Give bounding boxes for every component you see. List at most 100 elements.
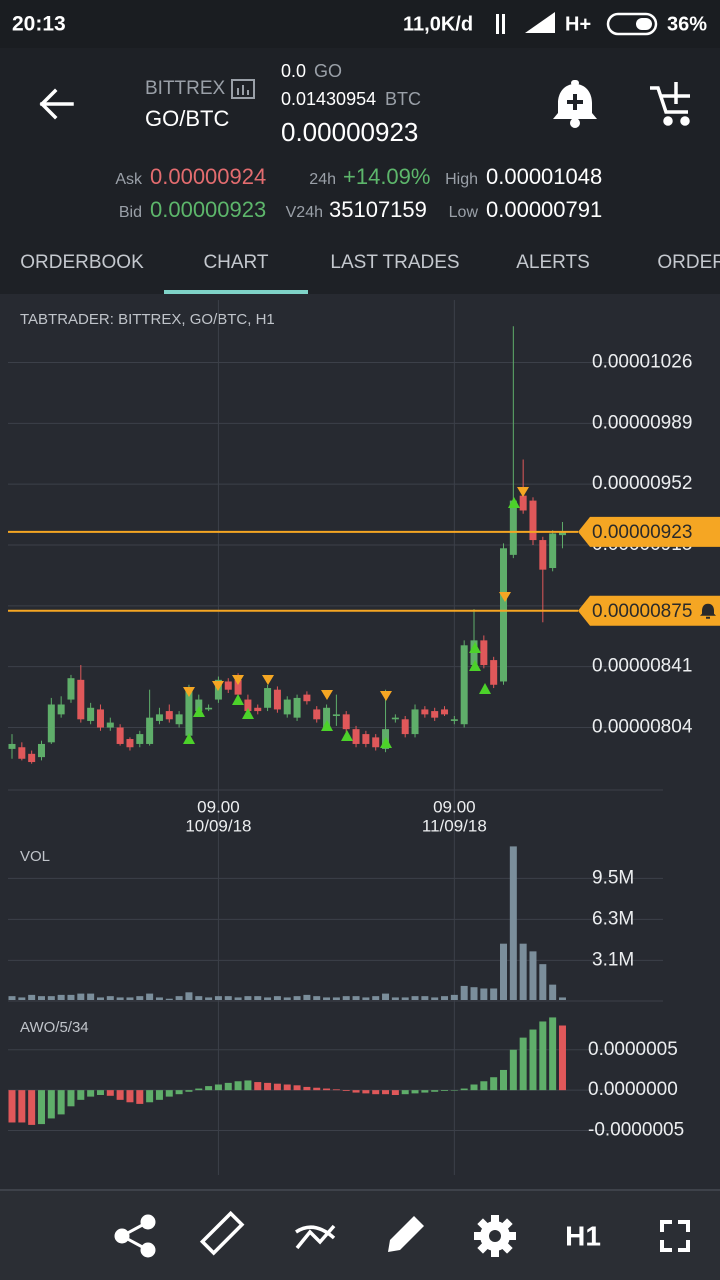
timeframe-button[interactable]: H1: [565, 1220, 601, 1251]
candle-body: [224, 681, 232, 690]
volume-bar: [323, 997, 331, 1000]
holding-amount: 0.0: [281, 61, 306, 81]
tab[interactable]: ORDERBOOK: [20, 252, 144, 273]
data-speed: 11,0K/d: [403, 13, 473, 35]
volume-bar: [185, 992, 193, 1000]
y-tick-label: 0.00001026: [592, 351, 692, 372]
volume-bar: [372, 996, 380, 1000]
settings-button[interactable]: [474, 1215, 516, 1257]
volume-bar: [18, 997, 26, 1000]
candle-body: [116, 727, 124, 744]
volume-bar: [352, 996, 360, 1000]
status-bar: [0, 0, 720, 48]
oscillator-bar: [214, 1084, 222, 1091]
candle-body: [431, 711, 439, 718]
volume-bar: [57, 994, 65, 1000]
ruler-button[interactable]: [199, 1210, 245, 1256]
candle-body: [293, 697, 301, 718]
ask-label: Ask: [115, 171, 143, 188]
volume-bar: [146, 993, 154, 1000]
volume-bar: [224, 996, 232, 1000]
candle-body: [87, 707, 95, 721]
oscillator-bar: [87, 1090, 95, 1097]
y-tick-label: 0.00000804: [592, 717, 693, 738]
oscillator-bar: [57, 1090, 65, 1115]
draw-button[interactable]: [388, 1216, 424, 1252]
back-button[interactable]: [39, 88, 74, 120]
candle-body: [126, 739, 134, 748]
candle-body: [421, 709, 429, 715]
ask-price: 0.00000924: [150, 164, 266, 189]
candle-body: [106, 722, 114, 728]
oscillator-bar: [224, 1082, 232, 1091]
oscillator-bar: [431, 1090, 439, 1092]
y-tick-label: 0.00000841: [592, 656, 692, 677]
candle-body: [490, 660, 498, 685]
oscillator-bar: [175, 1090, 183, 1095]
candle-body: [264, 688, 272, 708]
btc-value: 0.01430954: [281, 89, 376, 109]
volume-bar: [116, 997, 124, 1000]
y-tick-label: 0.00000989: [592, 412, 692, 433]
high-price: 0.00001048: [486, 164, 602, 189]
candle-body: [323, 707, 331, 728]
oscillator-bar: [490, 1077, 498, 1091]
volume-bar: [67, 994, 75, 1000]
x-tick-date: 11/09/18: [422, 816, 487, 835]
candle-body: [185, 689, 193, 736]
price-tag: [578, 516, 720, 547]
volume-bar: [539, 964, 547, 1000]
oscillator-bar: [185, 1090, 193, 1092]
volume-bar: [126, 997, 134, 1000]
candle-body: [372, 737, 380, 748]
oscillator-bar: [450, 1090, 458, 1091]
oscillator-bar: [352, 1090, 360, 1093]
volume-bar: [205, 997, 213, 1000]
candle-body: [57, 704, 65, 715]
volume-bar: [77, 993, 85, 1000]
volume-bar: [519, 943, 527, 1000]
oscillator-bar: [136, 1090, 144, 1104]
tab[interactable]: ORDERS: [657, 252, 720, 273]
share-button[interactable]: [114, 1214, 156, 1258]
oscillator-bar: [539, 1021, 547, 1091]
volume-bar: [549, 984, 557, 1000]
candle-body: [441, 709, 449, 715]
volume-bar: [362, 997, 370, 1000]
low-label: Low: [449, 204, 479, 221]
volume-bar: [401, 997, 409, 1000]
volume-bar: [47, 996, 55, 1000]
y-tick-label: 3.1M: [592, 949, 634, 970]
oscillator-bar: [47, 1090, 55, 1119]
fullscreen-button[interactable]: [660, 1220, 690, 1252]
tab[interactable]: LAST TRADES: [330, 252, 459, 273]
oscillator-bar: [244, 1080, 252, 1091]
candle-body: [28, 753, 36, 763]
add-to-portfolio-button[interactable]: [650, 82, 690, 126]
volume-bar: [450, 994, 458, 1000]
candle-body: [303, 694, 311, 702]
y-tick-label: -0.0000005: [588, 1120, 684, 1141]
oscillator-bar: [28, 1090, 36, 1125]
tab[interactable]: ALERTS: [516, 252, 590, 273]
last-price: 0.00000923: [281, 117, 418, 147]
oscillator-bar: [332, 1089, 340, 1091]
x-tick-time: 09.00: [197, 797, 240, 816]
oscillator-bar: [372, 1090, 380, 1095]
oscillator-bar: [126, 1090, 134, 1103]
alert-button[interactable]: [553, 80, 597, 128]
oscillator-bar: [549, 1017, 557, 1091]
indicators-button[interactable]: [295, 1224, 336, 1250]
oscillator-bar: [8, 1090, 16, 1123]
y-tick-label: 6.3M: [592, 908, 634, 929]
toolbar: [0, 1190, 720, 1280]
candle-body: [18, 747, 26, 759]
candle-body: [273, 689, 281, 710]
oscillator-bar: [558, 1025, 566, 1091]
holding-unit: GO: [314, 61, 342, 81]
chart-title: TABTRADER: BITTREX, GO/BTC, H1: [20, 311, 275, 328]
tab[interactable]: CHART: [203, 252, 268, 273]
volume-bar: [136, 996, 144, 1000]
